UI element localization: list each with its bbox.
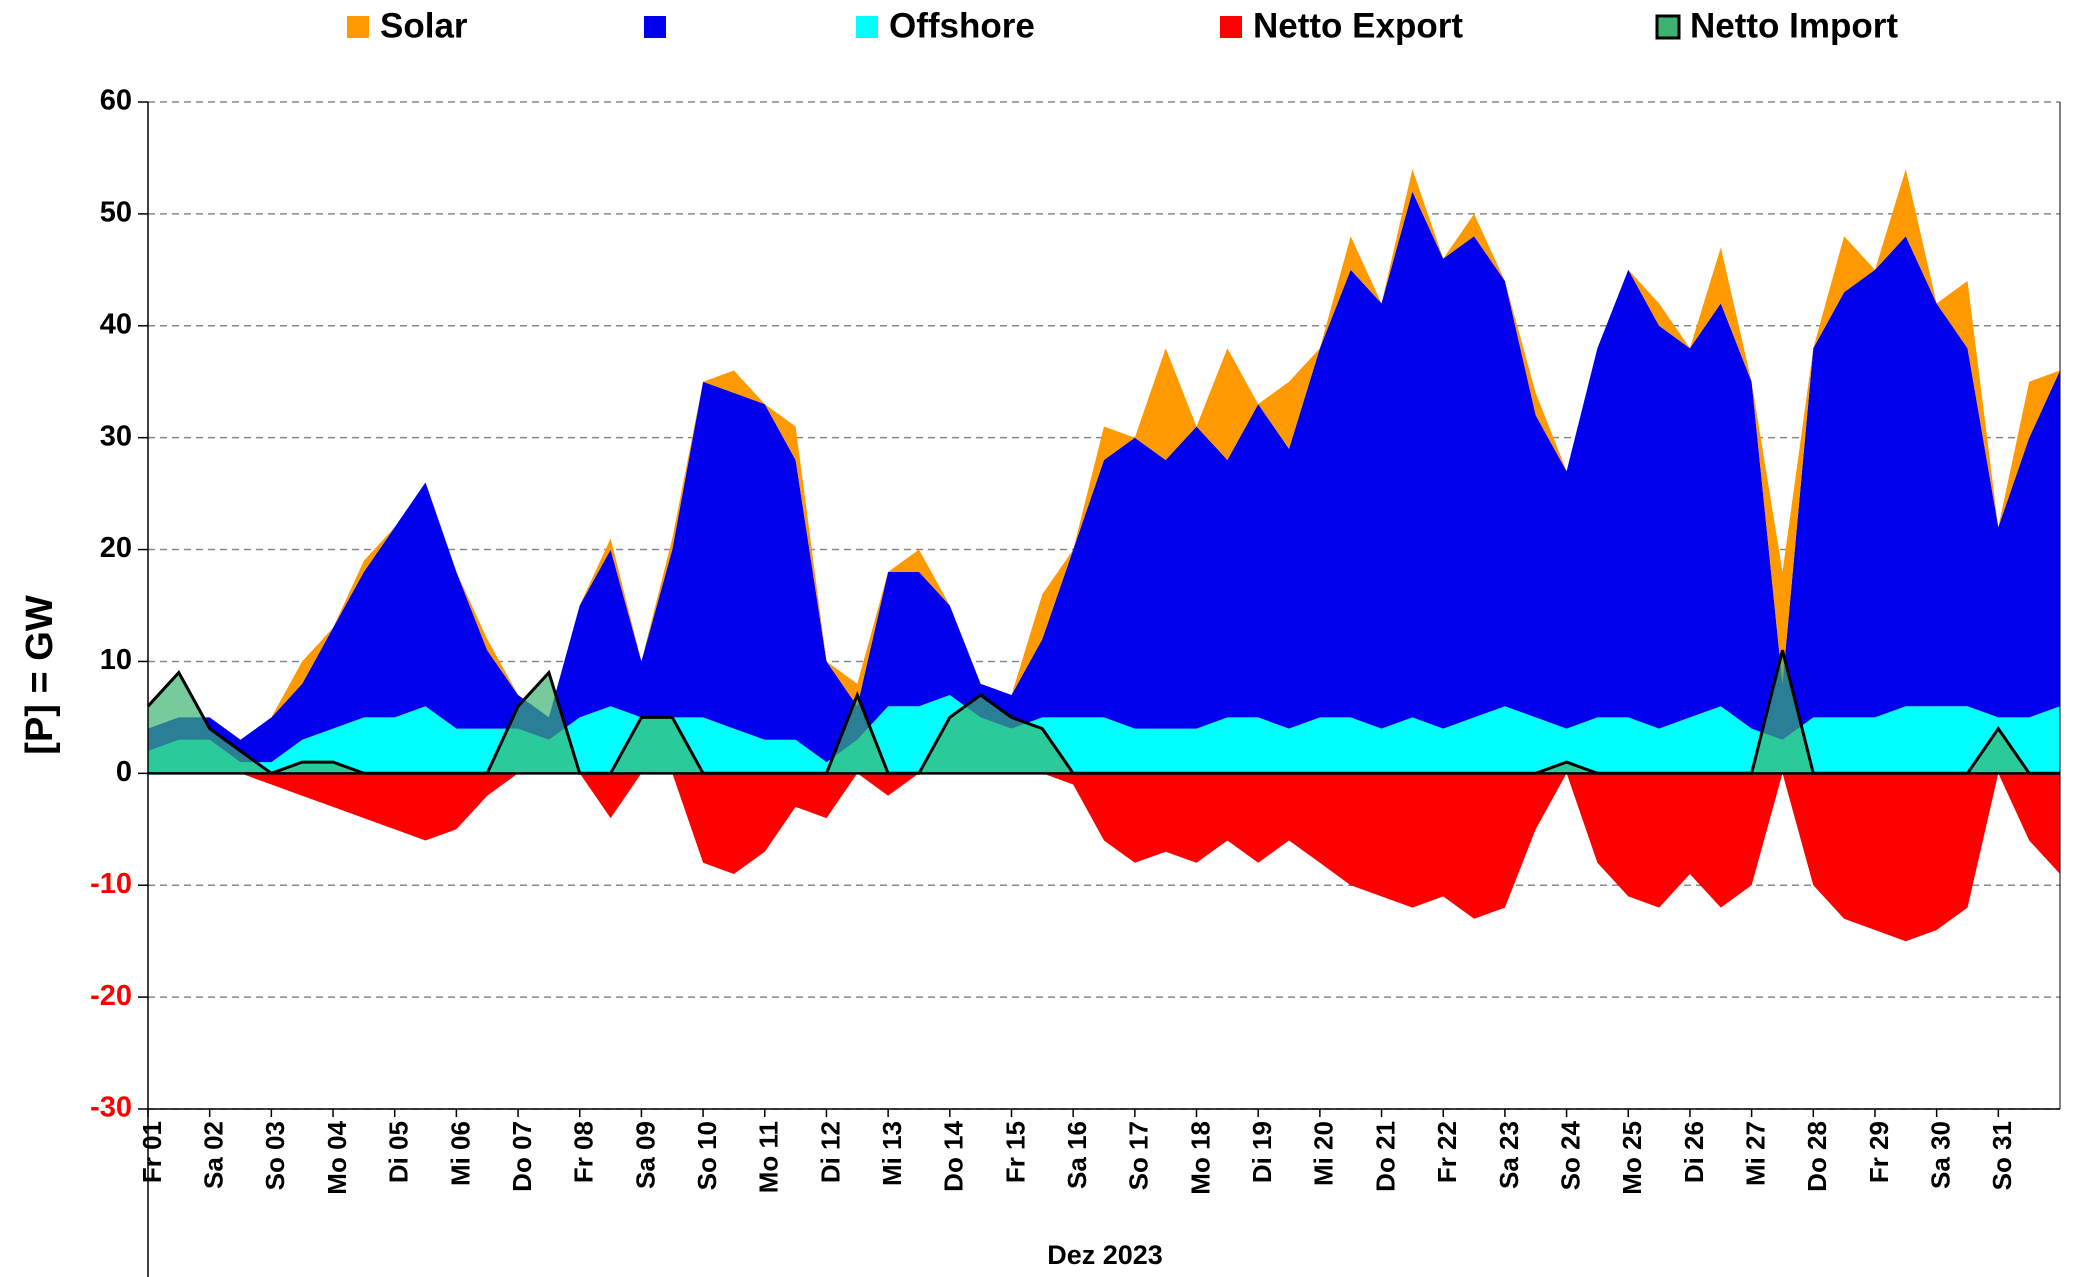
x-tick-label: Mi 20 xyxy=(1309,1121,1339,1186)
x-tick-label: Mi 06 xyxy=(445,1121,475,1186)
plot-area xyxy=(146,169,2060,942)
legend-swatch xyxy=(1655,14,1681,40)
x-tick-label: So 31 xyxy=(1987,1121,2017,1190)
x-tick-label: Fr 15 xyxy=(1000,1121,1030,1183)
legend-swatch xyxy=(644,16,666,38)
x-tick-label: So 10 xyxy=(692,1121,722,1190)
x-tick-label: Sa 09 xyxy=(630,1121,660,1189)
y-tick-label: -20 xyxy=(90,980,132,1012)
x-tick-label: Do 07 xyxy=(507,1121,537,1192)
axes: -30 -20 -10 0 10 20 30 40 50 60 Fr 01 Sa 02 So 03 Mo … xyxy=(90,85,2061,1277)
x-tick-label: Di 26 xyxy=(1679,1121,1709,1183)
x-tick-label: Mi 13 xyxy=(877,1121,907,1186)
x-tick-label: Do 14 xyxy=(939,1120,969,1191)
y-tick-label: 20 xyxy=(100,532,132,564)
x-tick-label: Mo 11 xyxy=(754,1121,784,1193)
legend-label: Netto Import xyxy=(1690,6,1898,45)
x-tick-label: Sa 16 xyxy=(1062,1121,1092,1189)
stacked-area xyxy=(148,169,2060,740)
x-tick-label: Fr 22 xyxy=(1432,1121,1462,1183)
legend-label: Offshore xyxy=(889,6,1035,45)
x-tick-label: So 17 xyxy=(1124,1121,1154,1190)
y-tick-label: 40 xyxy=(100,308,132,340)
area xyxy=(148,650,2060,774)
legend: Solar Offshore Netto Export Netto Import xyxy=(347,6,1898,45)
y-tick-label: 10 xyxy=(100,644,132,676)
y-tick-label: 30 xyxy=(100,420,132,452)
legend-swatch xyxy=(347,16,369,38)
x-tick-label: Do 21 xyxy=(1370,1121,1400,1192)
legend-label: Netto Export xyxy=(1253,6,1463,45)
x-tick-label: Di 12 xyxy=(815,1121,845,1183)
x-axis-title: Dez 2023 xyxy=(1047,1240,1163,1270)
x-tick-label: Do 28 xyxy=(1802,1121,1832,1192)
legend-swatch xyxy=(856,16,878,38)
y-axis-title: [P] = GW xyxy=(19,595,61,755)
x-tick-label: Di 05 xyxy=(384,1121,414,1183)
y-tick-label: 50 xyxy=(100,197,132,229)
x-tick-label: Fr 08 xyxy=(569,1121,599,1183)
y-tick-label: -30 xyxy=(90,1092,132,1124)
x-tick-label: So 24 xyxy=(1555,1120,1585,1190)
x-tick-label: Mi 27 xyxy=(1740,1121,1770,1186)
y-tick-label: -10 xyxy=(90,868,132,900)
legend-label: Solar xyxy=(380,6,468,45)
x-tick-label: Fr 01 xyxy=(137,1121,167,1183)
x-tick-label: Sa 02 xyxy=(199,1121,229,1189)
x-tick-label: Sa 30 xyxy=(1926,1121,1956,1189)
y-tick-label: 0 xyxy=(116,756,132,788)
stacked-area xyxy=(148,191,2060,763)
x-tick-label: So 03 xyxy=(260,1121,290,1190)
legend-swatch xyxy=(1220,16,1242,38)
x-tick-label: Mo 25 xyxy=(1617,1121,1647,1195)
x-tick-label: Sa 23 xyxy=(1494,1121,1524,1189)
x-tick-label: Di 19 xyxy=(1247,1121,1277,1183)
x-tick-label: Mo 04 xyxy=(322,1120,352,1194)
area xyxy=(148,773,2060,942)
y-tick-label: 60 xyxy=(100,85,132,117)
x-tick-label: Fr 29 xyxy=(1864,1121,1894,1183)
x-tick-label: Mo 18 xyxy=(1185,1121,1215,1195)
